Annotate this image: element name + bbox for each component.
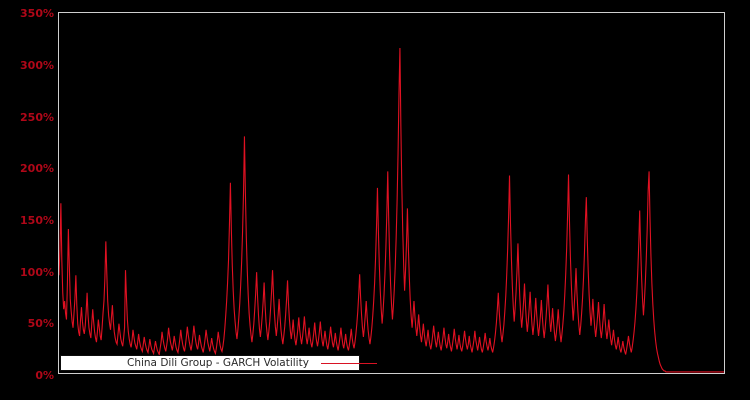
plot-area	[58, 12, 725, 374]
volatility-series-plot	[59, 47, 724, 373]
y-tick-250: 250%	[20, 111, 54, 124]
series-line-sample	[320, 362, 377, 364]
y-tick-0: 0%	[35, 369, 54, 382]
y-tick-350: 350%	[20, 7, 54, 20]
y-axis-tick-labels: 350% 300% 250% 200% 150% 100% 50% 0%	[0, 0, 54, 400]
chart-legend: China Dili Group - GARCH Volatility	[60, 355, 377, 371]
y-tick-150: 150%	[20, 214, 54, 227]
legend-label: China Dili Group - GARCH Volatility	[127, 357, 309, 369]
y-tick-50: 50%	[27, 317, 54, 330]
legend-line-sample	[320, 362, 377, 364]
garch-volatility-line	[59, 47, 724, 373]
y-tick-100: 100%	[20, 266, 54, 279]
y-tick-200: 200%	[20, 162, 54, 175]
y-tick-300: 300%	[20, 59, 54, 72]
